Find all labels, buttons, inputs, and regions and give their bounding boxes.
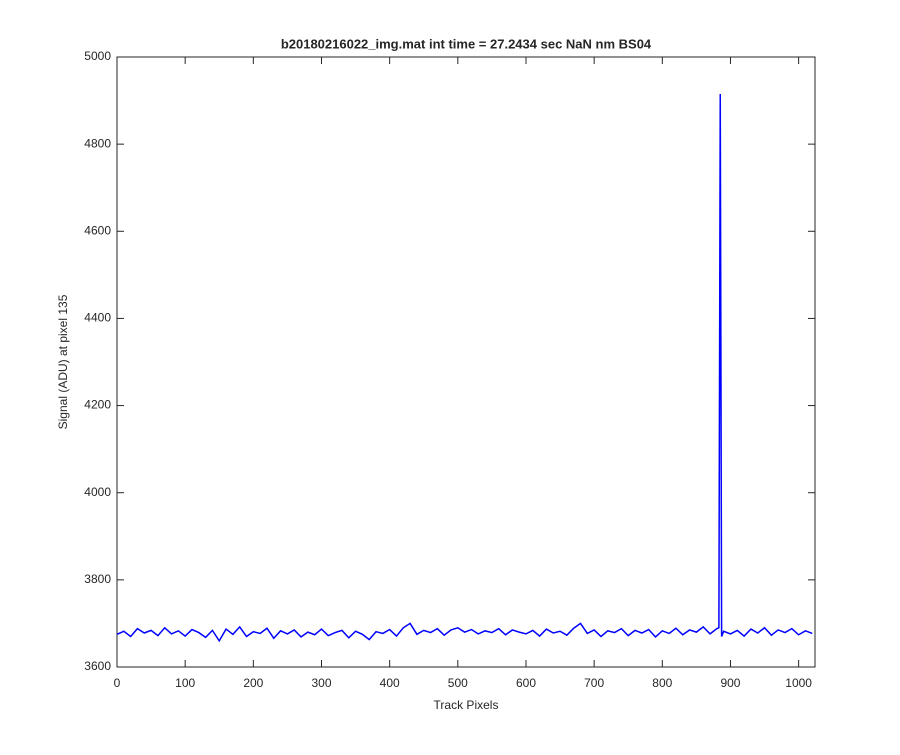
x-tick-label: 800 bbox=[652, 676, 672, 690]
y-tick-label: 4200 bbox=[84, 398, 111, 412]
y-tick-label: 3600 bbox=[84, 659, 111, 673]
y-tick-label: 3800 bbox=[84, 572, 111, 586]
x-tick-label: 0 bbox=[114, 676, 121, 690]
x-tick-label: 1000 bbox=[785, 676, 812, 690]
y-tick-label: 4600 bbox=[84, 223, 111, 237]
x-tick-label: 700 bbox=[584, 676, 604, 690]
x-tick-label: 500 bbox=[448, 676, 468, 690]
x-tick-label: 100 bbox=[175, 676, 195, 690]
y-tick-label: 4000 bbox=[84, 485, 111, 499]
x-tick-label: 900 bbox=[720, 676, 740, 690]
x-tick-label: 300 bbox=[311, 676, 331, 690]
chart-title: b20180216022_img.mat int time = 27.2434 … bbox=[281, 36, 652, 51]
y-tick-label: 4800 bbox=[84, 136, 111, 150]
data-line bbox=[116, 94, 813, 643]
x-axis-label: Track Pixels bbox=[434, 698, 499, 712]
y-tick-label: 5000 bbox=[84, 49, 111, 63]
x-tick-label: 600 bbox=[516, 676, 536, 690]
x-tick-label: 200 bbox=[243, 676, 263, 690]
x-tick-label: 400 bbox=[380, 676, 400, 690]
plot-area bbox=[116, 56, 816, 668]
y-axis-label: Signal (ADU) at pixel 135 bbox=[56, 294, 70, 429]
y-tick-label: 4400 bbox=[84, 311, 111, 325]
